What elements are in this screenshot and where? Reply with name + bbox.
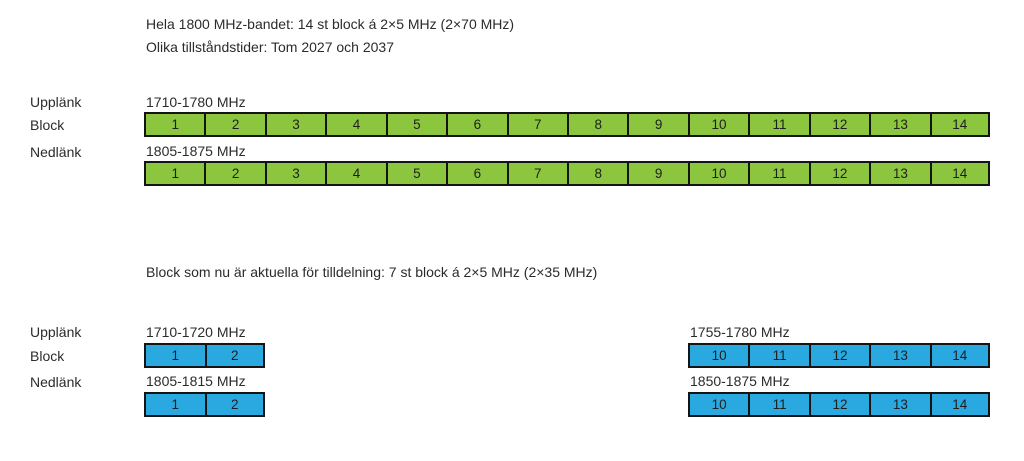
block-cell: 1 [144, 161, 205, 186]
block-cell: 2 [204, 112, 265, 137]
assignment-downlink-range-right: 1850-1875 MHz [690, 373, 790, 389]
assignment-uplink-range-right: 1755-1780 MHz [690, 324, 790, 340]
block-cell: 3 [264, 112, 326, 137]
block-cell: 10 [688, 392, 749, 417]
block-cell: 10 [687, 161, 749, 186]
block-cell: 12 [808, 392, 870, 417]
block-cell: 11 [748, 161, 809, 186]
block-cell: 8 [566, 112, 628, 137]
block-cell: 13 [869, 392, 930, 417]
block-cell: 1 [144, 112, 205, 137]
block-cell: 13 [869, 112, 930, 137]
full-band-title: Hela 1800 MHz-bandet: 14 st block á 2×5 … [146, 16, 515, 32]
block-cell: 14 [929, 112, 990, 137]
full-band-uplink-blocks: 1 2 3 4 5 6 7 8 9 10 11 12 13 14 [144, 112, 990, 137]
block-cell: 2 [204, 343, 265, 368]
block-cell: 3 [264, 161, 326, 186]
block-cell: 6 [446, 161, 507, 186]
block-cell: 1 [144, 343, 205, 368]
block-cell: 6 [446, 112, 507, 137]
row-label-downlink: Nedlänk [30, 144, 82, 160]
block-cell: 2 [204, 392, 265, 417]
block-cell: 10 [688, 343, 749, 368]
full-band-uplink-range: 1710-1780 MHz [146, 94, 246, 110]
block-cell: 7 [506, 161, 567, 186]
block-cell: 11 [748, 392, 809, 417]
assignment-uplink-range-left: 1710-1720 MHz [146, 324, 246, 340]
assignment-uplink-blocks-right: 10 11 12 13 14 [688, 343, 990, 368]
full-band-downlink-blocks: 1 2 3 4 5 6 7 8 9 10 11 12 13 14 [144, 161, 990, 186]
full-band-downlink-range: 1805-1875 MHz [146, 143, 246, 159]
full-band-subtitle: Olika tillståndstider: Tom 2027 och 2037 [146, 39, 394, 55]
block-cell: 14 [929, 343, 990, 368]
block-cell: 14 [929, 392, 990, 417]
block-cell: 12 [808, 112, 870, 137]
block-cell: 14 [929, 161, 990, 186]
block-cell: 8 [566, 161, 628, 186]
row-label-downlink: Nedlänk [30, 374, 82, 390]
block-cell: 4 [325, 112, 386, 137]
block-cell: 13 [869, 161, 930, 186]
row-label-uplink: Upplänk [30, 324, 82, 340]
block-cell: 1 [144, 392, 205, 417]
block-cell: 5 [385, 112, 447, 137]
block-cell: 7 [506, 112, 567, 137]
assignment-downlink-blocks-left: 1 2 [144, 392, 265, 417]
block-cell: 11 [748, 112, 809, 137]
block-cell: 5 [385, 161, 447, 186]
assignment-downlink-range-left: 1805-1815 MHz [146, 373, 246, 389]
row-label-block: Block [30, 348, 65, 364]
block-cell: 9 [627, 161, 688, 186]
assignment-title: Block som nu är aktuella för tilldelning… [146, 264, 598, 280]
block-cell: 11 [748, 343, 809, 368]
block-cell: 12 [808, 161, 870, 186]
assignment-uplink-blocks-left: 1 2 [144, 343, 265, 368]
assignment-downlink-blocks-right: 10 11 12 13 14 [688, 392, 990, 417]
block-cell: 2 [204, 161, 265, 186]
row-label-block: Block [30, 117, 65, 133]
row-label-uplink: Upplänk [30, 94, 82, 110]
block-cell: 12 [808, 343, 870, 368]
block-cell: 4 [325, 161, 386, 186]
block-cell: 10 [687, 112, 749, 137]
block-cell: 13 [869, 343, 930, 368]
block-cell: 9 [627, 112, 688, 137]
